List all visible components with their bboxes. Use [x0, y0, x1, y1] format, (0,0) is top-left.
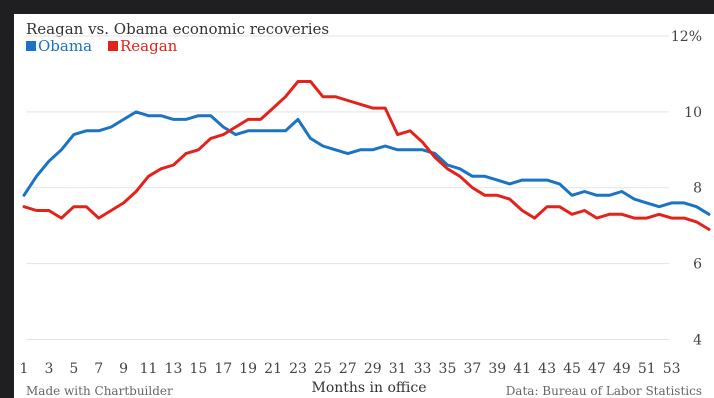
x-tick-label: 45 — [563, 361, 581, 377]
x-tick-label: 35 — [439, 361, 457, 377]
x-tick-label: 53 — [663, 361, 681, 377]
grid-lines — [26, 35, 669, 340]
chart-title: Reagan vs. Obama economic recoveries — [26, 20, 329, 38]
chart-frame: Reagan vs. Obama economic recoveries Oba… — [14, 14, 714, 398]
x-tick-label: 17 — [214, 361, 232, 377]
x-tick-label: 1 — [20, 361, 29, 377]
x-tick-label: 41 — [513, 361, 531, 377]
footer-credit: Made with Chartbuilder — [26, 384, 173, 398]
footer-source: Data: Bureau of Labor Statistics — [506, 384, 702, 398]
x-tick-label: 47 — [588, 361, 606, 377]
x-tick-label: 25 — [314, 361, 332, 377]
x-tick-label: 37 — [463, 361, 481, 377]
x-tick-label: 3 — [44, 361, 53, 377]
line-chart: Reagan vs. Obama economic recoveries Oba… — [20, 20, 711, 398]
y-tick-label: 4 — [693, 332, 702, 348]
x-tick-label: 9 — [119, 361, 128, 377]
legend: Obama Reagan — [26, 37, 178, 55]
series-lines — [22, 80, 711, 231]
y-tick-label: 6 — [693, 257, 702, 273]
x-tick-label: 31 — [389, 361, 407, 377]
series-line-reagan — [22, 80, 711, 231]
y-tick-label: 8 — [693, 181, 702, 197]
x-tick-label: 7 — [94, 361, 103, 377]
x-tick-label: 27 — [339, 361, 357, 377]
legend-reagan-label: Reagan — [120, 37, 178, 55]
legend-obama-swatch — [26, 41, 36, 51]
x-tick-label: 33 — [414, 361, 432, 377]
x-tick-label: 13 — [165, 361, 183, 377]
y-axis-ticks: 4 6 8 10 12% — [671, 29, 702, 348]
legend-obama-label: Obama — [38, 37, 92, 55]
x-axis-ticks: 1 3 5 7 9 11 13 15 17 19 21 23 25 27 29 31 33 35 37 39 41 43 4… — [20, 361, 681, 377]
x-tick-label: 23 — [289, 361, 307, 377]
x-tick-label: 15 — [189, 361, 207, 377]
series-line-obama — [22, 110, 711, 216]
x-tick-label: 43 — [538, 361, 556, 377]
x-tick-label: 51 — [638, 361, 656, 377]
x-tick-label: 21 — [264, 361, 282, 377]
x-tick-label: 39 — [488, 361, 506, 377]
x-tick-label: 5 — [69, 361, 78, 377]
x-tick-label: 19 — [239, 361, 257, 377]
x-tick-label: 49 — [613, 361, 631, 377]
legend-reagan-swatch — [108, 41, 118, 51]
x-tick-label: 11 — [140, 361, 158, 377]
x-axis-label: Months in office — [312, 380, 427, 396]
y-tick-label: 12% — [671, 29, 702, 45]
y-tick-label: 10 — [684, 105, 702, 121]
x-tick-label: 29 — [364, 361, 382, 377]
